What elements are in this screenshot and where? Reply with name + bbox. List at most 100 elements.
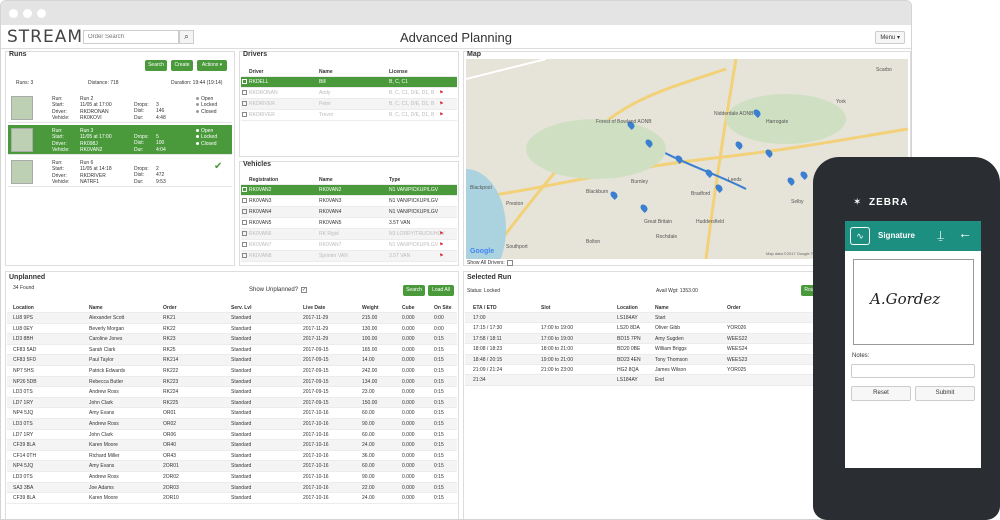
- table-row[interactable]: CF39 8LA Karen Moore 2OR10 Standard 2017-10-…: [7, 493, 457, 504]
- run-status-option[interactable]: Open: [196, 96, 217, 102]
- runs-actions-button[interactable]: Actions ▾: [197, 60, 227, 71]
- table-row[interactable]: LD3 0TS Andrew Ross OR02 Standard 2017-10-16…: [7, 419, 457, 430]
- table-row[interactable]: SA3 3BA Joe Adams 2OR03 Standard 2017-10-16 2…: [7, 482, 457, 494]
- table-row[interactable]: RK0VAN3 RK0VAN3 N1 VAN/PICKUP/LGV: [241, 196, 457, 207]
- route-button[interactable]: Route: [801, 285, 821, 296]
- back-arrow-icon[interactable]: ←: [958, 225, 972, 241]
- notes-input[interactable]: [851, 364, 975, 378]
- column-header[interactable]: Driver: [249, 69, 264, 75]
- reset-button[interactable]: Reset: [851, 386, 911, 401]
- window-min-dot[interactable]: [23, 9, 32, 18]
- table-row[interactable]: RKDRIVER Trevor B, C, C1, D/E, D1, B ⚑: [241, 110, 457, 121]
- row-checkbox[interactable]: [242, 112, 247, 117]
- row-checkbox[interactable]: [242, 198, 247, 203]
- table-row[interactable]: NP7 5HS Patrick Edwards RK222 Standard 2017-…: [7, 366, 457, 377]
- table-row[interactable]: LD3 0TS Andrew Ross RK224 Standard 2017-09-1…: [7, 387, 457, 398]
- run-status-option[interactable]: Closed: [196, 109, 217, 115]
- radio-icon[interactable]: [196, 103, 199, 107]
- column-header[interactable]: Name: [89, 305, 103, 311]
- menu-button[interactable]: Menu ▾: [875, 31, 905, 44]
- table-row[interactable]: RK0VAN6 RK Rigid N3 LORRY/TRUCK/HGV ⚑: [241, 229, 457, 240]
- radio-icon[interactable]: [196, 109, 199, 113]
- table-row[interactable]: 18:48 / 20:15 19:00 to 21:00 BD23 4EN Tony …: [465, 354, 825, 365]
- table-row[interactable]: RK0VAN7 RK0VAN7 N1 VAN/PICKUP/LGV ⚑: [241, 240, 457, 251]
- run-status-option[interactable]: Locked: [196, 134, 217, 140]
- run-card[interactable]: Run: Start: Driver: Vehicle: Run 2 11/05 at 1…: [8, 93, 232, 123]
- column-header[interactable]: Registration: [249, 177, 279, 183]
- radio-icon[interactable]: [196, 141, 199, 145]
- table-row[interactable]: LD3 0TS Andrew Ross 2OR02 Standard 2017-10-1…: [7, 472, 457, 483]
- column-header[interactable]: Location: [13, 305, 34, 311]
- stamp-icon[interactable]: ⍊: [937, 228, 945, 242]
- run-status-option[interactable]: Closed: [196, 141, 217, 147]
- table-row[interactable]: NP4 5JQ Amy Evans 2OR01 Standard 2017-10-16 6…: [7, 461, 457, 472]
- submit-button[interactable]: Submit: [915, 386, 975, 401]
- column-header[interactable]: On Site: [434, 305, 452, 311]
- table-row[interactable]: CF14 0TH Richard Miller OR43 Standard 2017-1…: [7, 451, 457, 462]
- column-header[interactable]: Name: [319, 69, 333, 75]
- table-row[interactable]: 17:15 / 17:30 17:00 to 19:00 LS20 8DA Olive…: [465, 323, 825, 334]
- row-checkbox[interactable]: [242, 231, 247, 236]
- show-all-drivers-checkbox[interactable]: [507, 260, 513, 266]
- column-header[interactable]: Name: [319, 177, 333, 183]
- table-row[interactable]: RK0VAN5 RK0VAN5 3.5T VAN: [241, 218, 457, 229]
- table-row[interactable]: NP4 5JQ Amy Evans OR01 Standard 2017-10-16 60…: [7, 408, 457, 419]
- column-header[interactable]: Slot: [541, 305, 551, 311]
- table-row[interactable]: CF83 5FD Paul Taylor RK214 Standard 2017-09-…: [7, 355, 457, 366]
- runs-create-button[interactable]: Create: [171, 60, 193, 71]
- column-header[interactable]: Cube: [402, 305, 415, 311]
- column-header[interactable]: Order: [163, 305, 177, 311]
- row-checkbox[interactable]: [242, 253, 247, 258]
- table-row[interactable]: RKDRIVER Peter B, C, C1, D/E, D1, B ⚑: [241, 99, 457, 110]
- column-header[interactable]: Type: [389, 177, 401, 183]
- table-row[interactable]: RK0VAN2 RK0VAN2 N1 VAN/PICKUP/LGV: [241, 185, 457, 196]
- window-close-dot[interactable]: [9, 9, 18, 18]
- table-row[interactable]: LD7 1RY John Clark RK225 Standard 2017-09-15…: [7, 397, 457, 409]
- column-header[interactable]: Name: [655, 305, 669, 311]
- row-checkbox[interactable]: [242, 79, 247, 84]
- radio-icon[interactable]: [196, 129, 199, 133]
- column-header[interactable]: Serv. Lvl: [231, 305, 252, 311]
- table-row[interactable]: LD3 8BH Caroline Jones RK23 Standard 2017-11…: [7, 334, 457, 345]
- show-unplanned-checkbox[interactable]: ✓: [301, 287, 307, 293]
- window-max-dot[interactable]: [37, 9, 46, 18]
- runs-search-button[interactable]: Search: [145, 60, 167, 71]
- table-row[interactable]: RKDELL Bill B, C, C1: [241, 77, 457, 88]
- table-row[interactable]: LD7 1RY John Clark OR06 Standard 2017-10-16 6…: [7, 430, 457, 441]
- row-checkbox[interactable]: [242, 220, 247, 225]
- column-header[interactable]: License: [389, 69, 408, 75]
- column-header[interactable]: ETA / ETD: [473, 305, 497, 311]
- column-header[interactable]: Location: [617, 305, 638, 311]
- table-row[interactable]: RK0VAN8 Sprinter VAN 3.5T VAN ⚑: [241, 251, 457, 262]
- table-row[interactable]: 18:08 / 18:23 18:00 to 21:00 BD20 0BE Willi…: [465, 344, 825, 355]
- table-row[interactable]: NP26 5DB Rebecca Butler RK223 Standard 2017-…: [7, 376, 457, 388]
- table-row[interactable]: RK0VAN4 RK0VAN4 N1 VAN/PICKUP/LGV: [241, 207, 457, 218]
- run-card[interactable]: Run: Start: Driver: Vehicle: Run 3 11/05 at 1…: [8, 125, 232, 155]
- column-header[interactable]: Live Date: [303, 305, 326, 311]
- table-row[interactable]: 21:34LS184AYEnd0.0: [465, 375, 825, 386]
- radio-icon[interactable]: [196, 135, 199, 139]
- run-status-option[interactable]: Open: [196, 128, 217, 134]
- unplanned-search-button[interactable]: Search: [403, 285, 425, 296]
- table-row[interactable]: CF83 5AD Sarah Clark RK25 Standard 2017-09-1…: [7, 345, 457, 356]
- row-checkbox[interactable]: [242, 101, 247, 106]
- column-header[interactable]: Weight: [362, 305, 379, 311]
- row-checkbox[interactable]: [242, 187, 247, 192]
- row-checkbox[interactable]: [242, 90, 247, 95]
- column-header[interactable]: Order: [727, 305, 741, 311]
- run-card[interactable]: Run: Start: Driver: Vehicle: Run 6 11/05 at 1…: [8, 157, 232, 187]
- table-row[interactable]: LU8 9PS Alexander Scott RK21 Standard 2017-1…: [7, 313, 457, 324]
- table-row[interactable]: LU8 0EY Beverly Morgan RK22 Standard 2017-11…: [7, 324, 457, 335]
- row-checkbox[interactable]: [242, 209, 247, 214]
- table-row[interactable]: 17:00LS184AYStart1500.0: [465, 313, 830, 324]
- table-row[interactable]: RKDRONAN Andy B, C, C1, D/E, D1, B ⚑: [241, 88, 457, 99]
- radio-icon[interactable]: [196, 97, 199, 101]
- signature-pad[interactable]: A.Gordez: [853, 259, 974, 345]
- run-status-option[interactable]: Locked: [196, 102, 217, 108]
- table-row[interactable]: 17:58 / 18:11 17:00 to 19:00 BD15 7PN Amy S…: [465, 333, 825, 345]
- row-checkbox[interactable]: [242, 242, 247, 247]
- order-search-input[interactable]: [83, 30, 179, 44]
- unplanned-load-all-button[interactable]: Load All: [428, 285, 454, 296]
- search-icon[interactable]: ⌕: [179, 30, 194, 44]
- table-row[interactable]: CF39 8LA Karen Moore OR40 Standard 2017-10-1…: [7, 440, 457, 451]
